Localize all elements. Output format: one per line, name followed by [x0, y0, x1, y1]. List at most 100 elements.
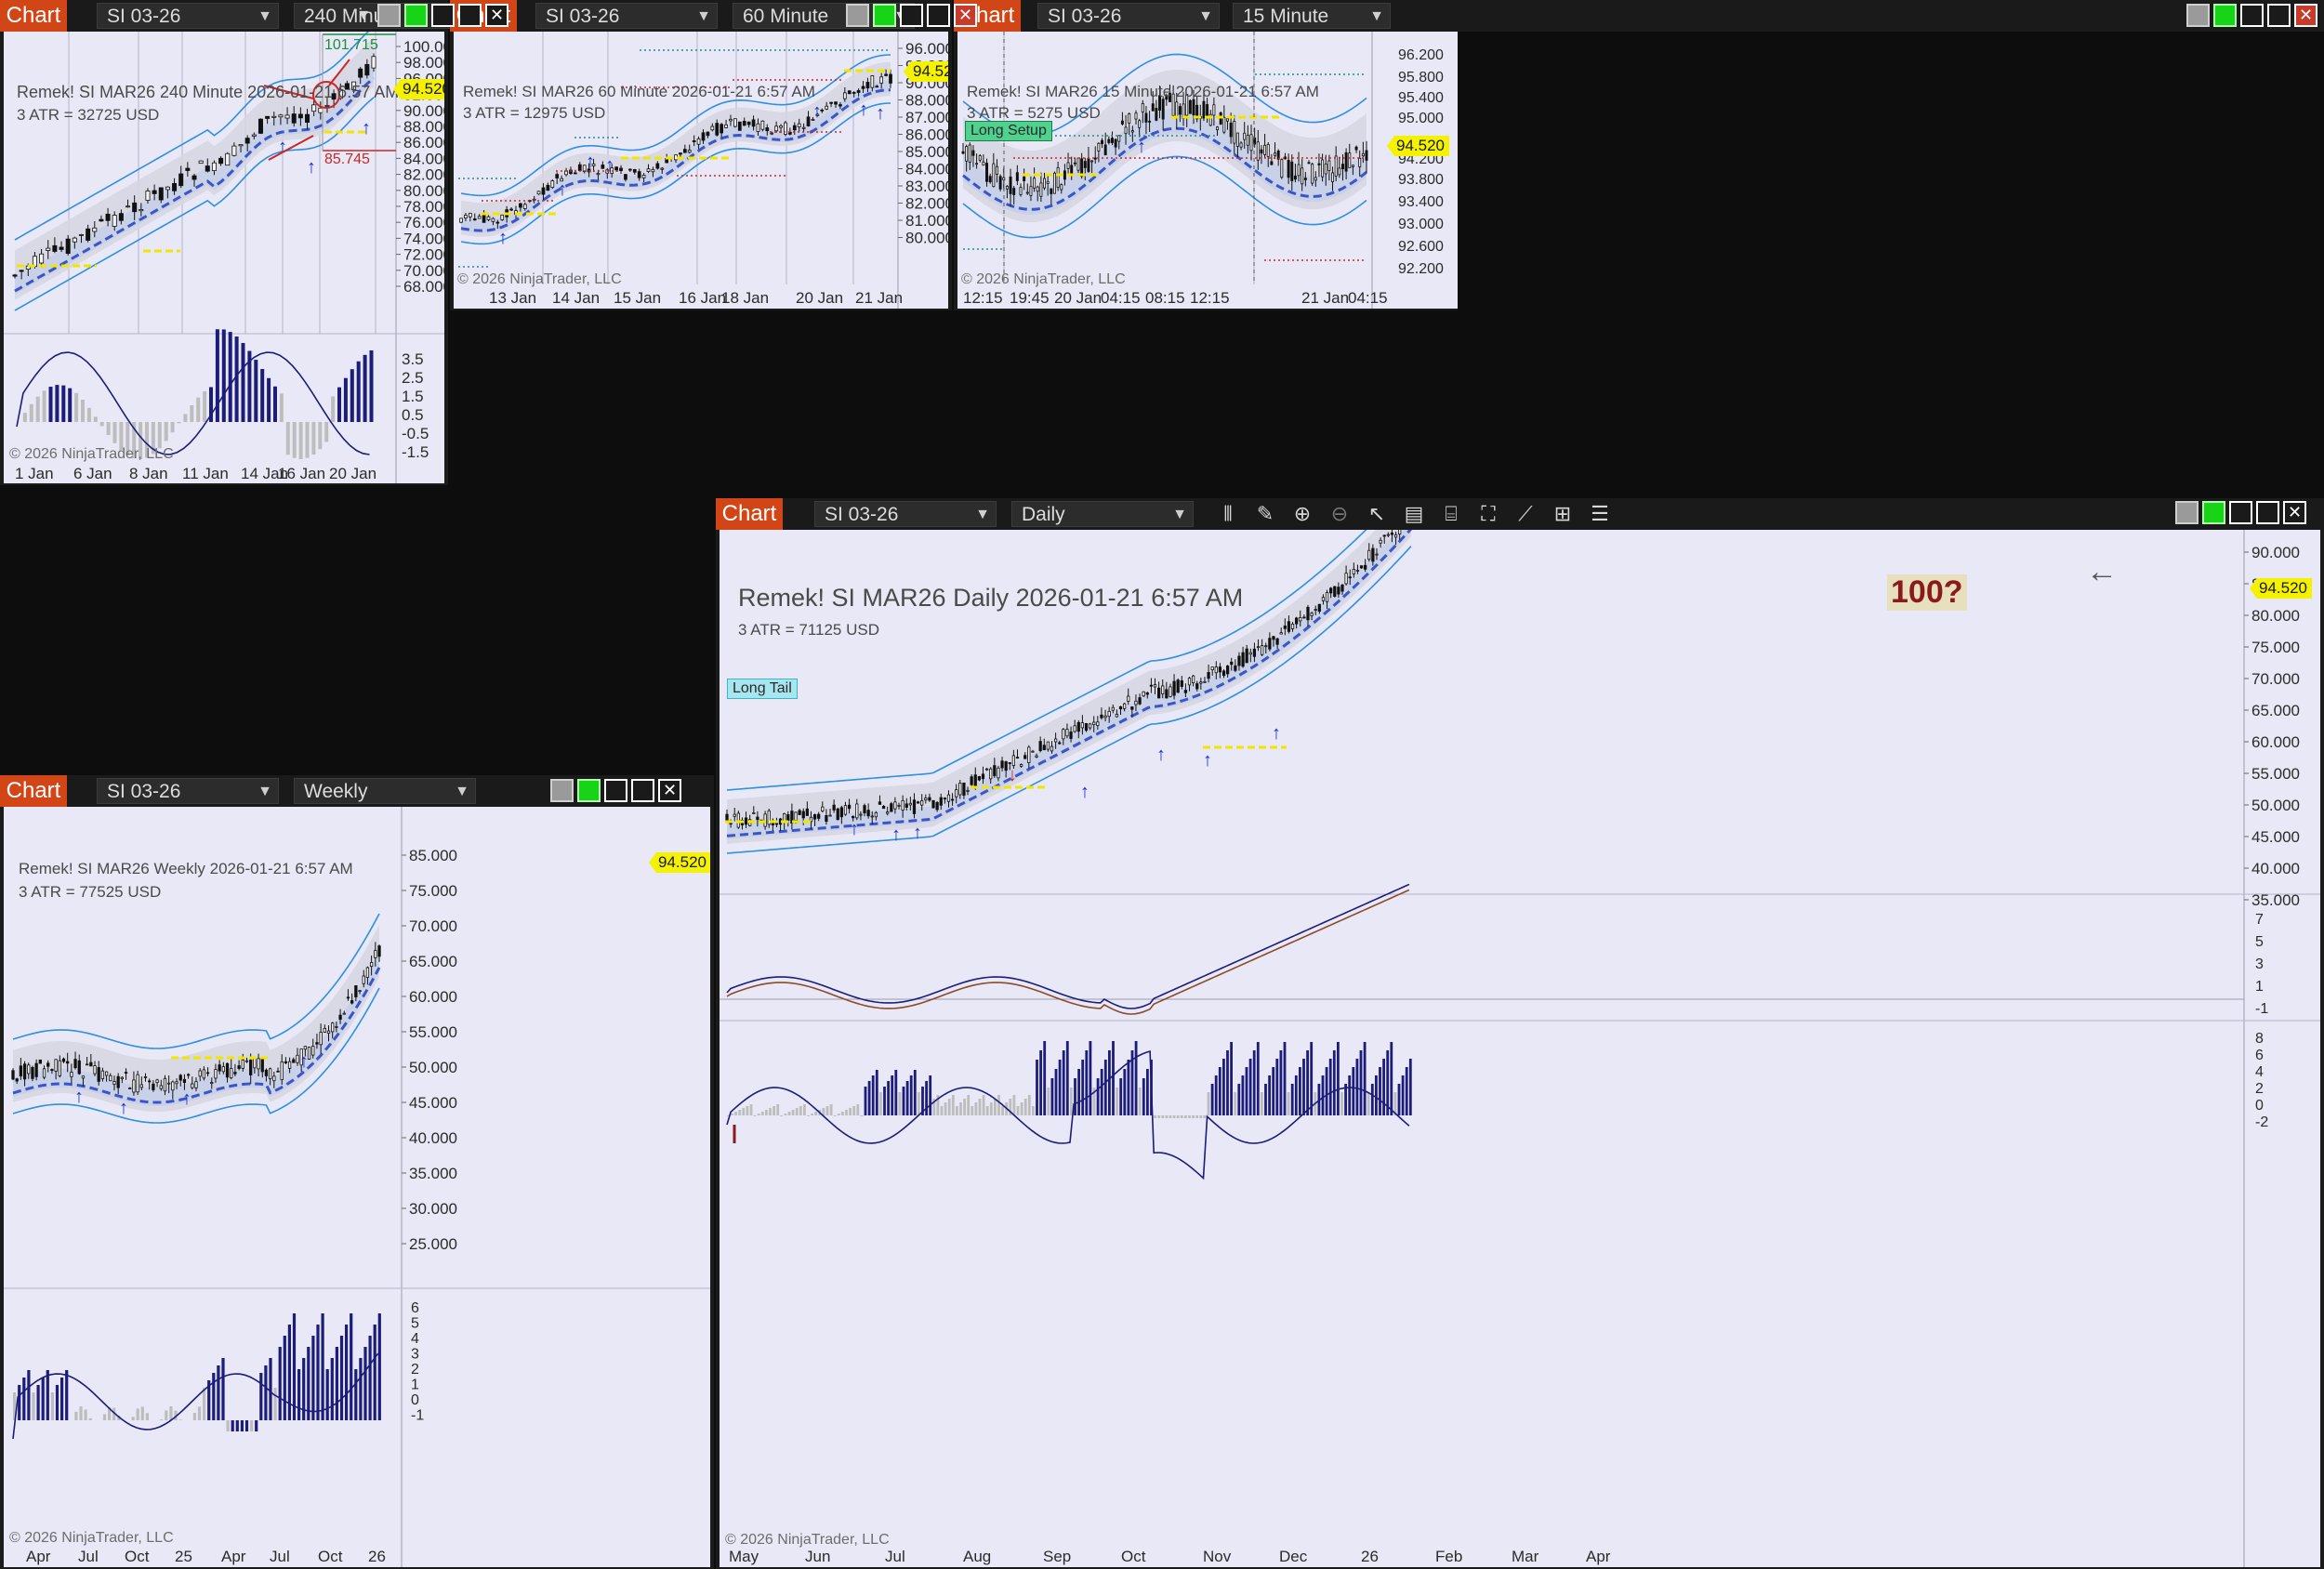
candle-body [205, 1072, 210, 1075]
instrument-select[interactable]: SI 03-26 ▼ [535, 3, 718, 29]
candle-body [820, 109, 825, 112]
bars-icon[interactable]: ⫴ [1223, 502, 1233, 525]
osc-bar [311, 422, 316, 455]
x-axis-tick: Oct [1121, 1548, 1146, 1565]
osc-bar [795, 1108, 799, 1115]
maximize-icon[interactable] [2256, 501, 2279, 524]
candle-body [966, 789, 970, 792]
candle-body [1268, 638, 1272, 650]
green-window-button[interactable] [577, 779, 601, 802]
candle-body [1256, 141, 1260, 161]
atr-readout: 3 ATR = 77525 USD [19, 883, 162, 901]
price-panel[interactable]: ↑↑↑↑↑↑↑90.00085.00080.00075.00070.00065.… [720, 530, 2320, 1567]
pointer-icon[interactable]: ↖ [1367, 502, 1386, 525]
close-icon[interactable]: ✕ [2294, 4, 2317, 27]
osc-bar [1230, 1042, 1233, 1115]
green-window-button[interactable] [404, 4, 428, 27]
osc-bar [1218, 1067, 1221, 1115]
candle-body [311, 104, 317, 112]
green-window-button[interactable] [2213, 4, 2237, 27]
y-axis-tick: 87.000 [905, 109, 948, 126]
instrument-select[interactable]: SI 03-26 ▼ [97, 778, 279, 804]
instrument-select[interactable]: SI 03-26 ▼ [97, 3, 279, 29]
price-panel[interactable]: ↑↑↑100.00098.00096.00092.00090.00088.000… [4, 32, 444, 483]
price-panel[interactable]: ↑↑↑↑↑↑↑96.00092.00090.00088.00087.00086.… [454, 32, 948, 309]
candle-body [1202, 100, 1206, 119]
candle-body [1107, 710, 1111, 718]
gray-window-button[interactable] [2186, 4, 2210, 27]
maximize-icon[interactable] [631, 779, 654, 802]
indicators-icon[interactable]: ☰ [1591, 502, 1609, 525]
minimize-icon[interactable] [2240, 4, 2264, 27]
candle-body [1321, 159, 1325, 178]
candle-body [284, 114, 290, 119]
candle-body [916, 801, 920, 804]
candle-body [619, 167, 623, 171]
gray-window-button[interactable] [846, 4, 869, 27]
candle-body [1165, 689, 1169, 699]
osc-bar [250, 1420, 254, 1431]
maximize-icon[interactable] [458, 4, 482, 27]
y-axis-tick: 80.000 [905, 230, 948, 247]
x-axis-tick: 15 Jan [614, 289, 661, 307]
zoom-out-icon[interactable]: ⊖ [1330, 502, 1349, 525]
candle-body [1290, 624, 1295, 629]
candle-body [125, 205, 131, 208]
osc-bar [909, 1075, 913, 1115]
close-icon[interactable]: ✕ [485, 4, 508, 27]
candle-body [1161, 685, 1165, 694]
snapshot-icon[interactable]: ⛶ [1481, 502, 1496, 525]
gray-window-button[interactable] [550, 779, 574, 802]
gray-window-button[interactable] [2175, 501, 2199, 524]
interval-select[interactable]: Weekly ▼ [294, 778, 476, 804]
osc-bar [811, 1114, 813, 1115]
candle-body [268, 1068, 272, 1079]
pencil-icon[interactable]: ✎ [1256, 502, 1274, 525]
maximize-icon[interactable] [2267, 4, 2291, 27]
templates-icon[interactable]: ⌸ [1445, 502, 1458, 525]
candle-body [221, 1066, 225, 1073]
osc-bar [978, 1099, 982, 1115]
maximize-icon[interactable] [927, 4, 950, 27]
candle-body [491, 218, 495, 222]
instrument-select[interactable]: SI 03-26 ▼ [814, 501, 997, 527]
osc-bar [883, 1087, 886, 1115]
strategies-icon[interactable]: ⟋ [1518, 502, 1533, 525]
buy-arrow-icon: ↑ [850, 819, 859, 839]
osc-bar [1226, 1050, 1229, 1115]
osc-bar [231, 1420, 234, 1431]
long-tail-label: Long Tail [727, 679, 798, 699]
minimize-icon[interactable] [604, 779, 627, 802]
candle-body [746, 121, 751, 125]
instrument-select[interactable]: SI 03-26 ▼ [1037, 3, 1220, 29]
close-icon[interactable]: ✕ [658, 779, 681, 802]
candle-body [319, 1032, 323, 1046]
x-axis-tick: 20 Jan [329, 465, 376, 482]
price-panel[interactable]: ↑ 12:15 19:45 20 Jan 04:15 08:15 12:15 21 Jan 04… [957, 32, 1394, 309]
candle-body [1331, 172, 1335, 182]
interval-select[interactable]: 15 Minute ▼ [1233, 3, 1391, 29]
minimize-icon[interactable] [900, 4, 923, 27]
green-window-button[interactable] [2202, 501, 2225, 524]
gray-window-button[interactable] [377, 4, 401, 27]
candle-body [790, 811, 794, 824]
candle-body [132, 1079, 136, 1093]
zoom-in-icon[interactable]: ⊕ [1293, 502, 1312, 525]
chevron-down-icon[interactable]: ▼ [356, 7, 371, 23]
close-icon[interactable]: ✕ [2283, 501, 2306, 524]
candle-body [715, 123, 720, 136]
candle-body [1367, 549, 1371, 560]
green-window-button[interactable] [873, 4, 896, 27]
price-axis: 96.200 95.800 95.400 95.000 94.200 93.800 93.4… [1387, 32, 1458, 309]
x-axis-tick: 21 Jan [1301, 289, 1349, 307]
data-box-icon[interactable]: ▤ [1404, 502, 1424, 525]
minimize-icon[interactable] [2229, 501, 2252, 524]
osc-tick: -1 [2255, 1001, 2268, 1017]
properties-icon[interactable]: ⊞ [1553, 502, 1572, 525]
back-arrow-icon[interactable]: ← [2086, 554, 2118, 589]
minimize-icon[interactable] [431, 4, 455, 27]
price-panel[interactable]: ↑ ↑ ↑ ↑ 85.000 75.000 70.000 65.000 60.000 55.000… [4, 807, 710, 1567]
close-icon[interactable]: ✕ [954, 4, 977, 27]
interval-select[interactable]: Daily ▼ [1011, 501, 1194, 527]
